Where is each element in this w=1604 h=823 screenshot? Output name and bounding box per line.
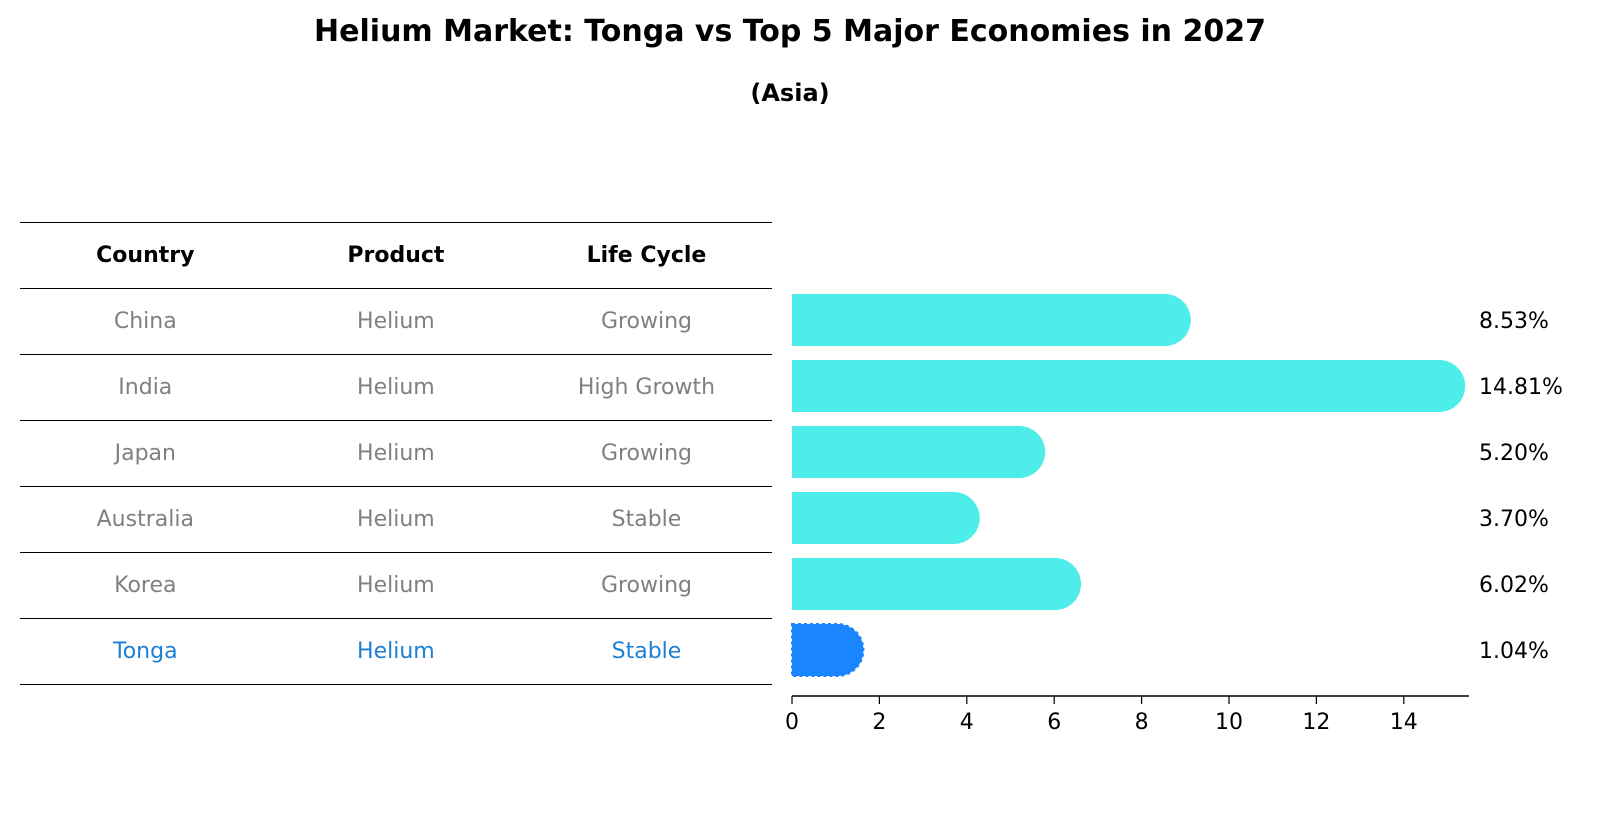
bar-australia (792, 492, 980, 544)
table-row: Australia Helium Stable (20, 487, 772, 553)
cell-country: India (118, 375, 173, 400)
chart-title: Helium Market: Tonga vs Top 5 Major Econ… (314, 14, 1266, 49)
bar-india (792, 360, 1466, 412)
bar-china (792, 294, 1191, 346)
bar-value-label: 3.70% (1479, 507, 1549, 532)
table-row: China Helium Growing (20, 289, 772, 355)
header-life-cycle: Life Cycle (586, 243, 707, 268)
x-tick-label: 0 (785, 710, 799, 735)
bar-value-label: 8.53% (1479, 309, 1549, 334)
cell-country: Tonga (113, 639, 178, 664)
x-tick-label: 12 (1302, 710, 1330, 735)
x-tick-label: 6 (1047, 710, 1061, 735)
cell-country: Australia (96, 507, 194, 532)
cell-country: Japan (114, 441, 176, 466)
bar-value-label: 5.20% (1479, 441, 1549, 466)
cell-product: Helium (357, 507, 435, 532)
bar-value-label: 6.02% (1479, 573, 1549, 598)
x-tick-label: 2 (872, 710, 886, 735)
table-header-row: Country Product Life Cycle (20, 223, 772, 289)
x-tick-label: 8 (1135, 710, 1149, 735)
table-row: Korea Helium Growing (20, 553, 772, 619)
bar-value-label: 14.81% (1479, 375, 1563, 400)
cell-country: Korea (114, 573, 177, 598)
table-row-highlight: Tonga Helium Stable (20, 619, 772, 685)
cell-life-cycle: Stable (611, 639, 682, 664)
header-country: Country (96, 243, 195, 268)
table-row: Japan Helium Growing (20, 421, 772, 487)
chart-subtitle: (Asia) (750, 79, 830, 107)
x-tick-label: 4 (960, 710, 974, 735)
cell-product: Helium (357, 639, 435, 664)
cell-product: Helium (357, 441, 435, 466)
bar-value-label: 1.04% (1479, 639, 1549, 664)
bar-japan (792, 426, 1046, 478)
market-table: Country Product Life Cycle China Helium … (20, 222, 772, 685)
cell-life-cycle: Growing (600, 309, 693, 334)
header-product: Product (347, 243, 445, 268)
cell-product: Helium (357, 309, 435, 334)
x-tick-label: 14 (1390, 710, 1418, 735)
cell-life-cycle: Growing (600, 441, 693, 466)
cell-product: Helium (357, 573, 435, 598)
x-tick-label: 10 (1215, 710, 1243, 735)
cell-product: Helium (357, 375, 435, 400)
table-row: India Helium High Growth (20, 355, 772, 421)
cell-life-cycle: Growing (600, 573, 693, 598)
cell-life-cycle: Stable (611, 507, 682, 532)
cell-life-cycle: High Growth (577, 375, 716, 400)
cell-country: China (113, 309, 177, 334)
bar-tonga (791, 623, 865, 677)
bar-korea (792, 558, 1082, 610)
